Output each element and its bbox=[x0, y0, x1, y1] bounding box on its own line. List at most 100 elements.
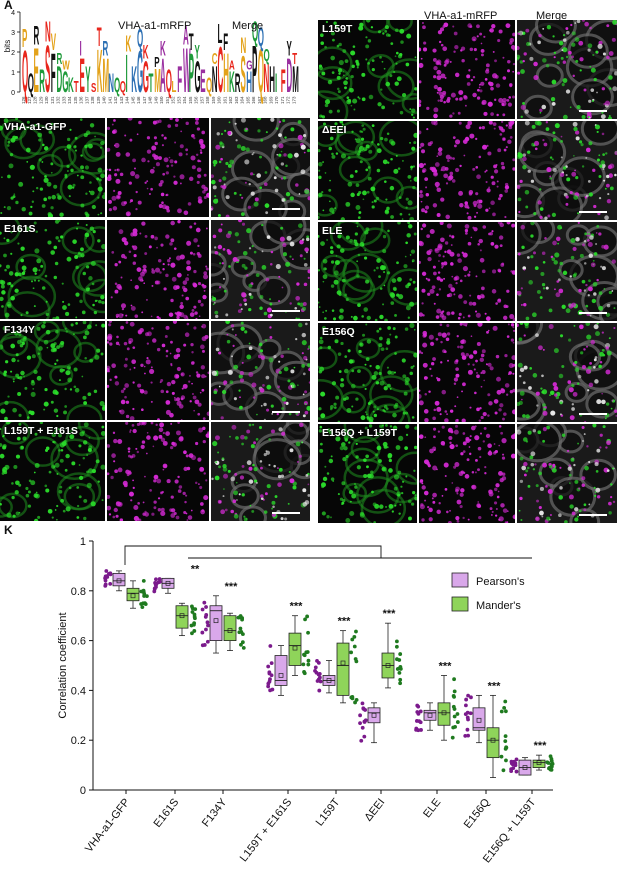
manders-box bbox=[486, 694, 509, 778]
data-point bbox=[354, 659, 359, 664]
scale-bar bbox=[272, 411, 300, 413]
data-point bbox=[268, 688, 273, 693]
data-point bbox=[306, 662, 311, 667]
svg-text:173: 173 bbox=[291, 96, 296, 104]
svg-text:141: 141 bbox=[107, 96, 112, 104]
svg-text:142: 142 bbox=[113, 96, 118, 104]
data-point bbox=[548, 754, 553, 759]
svg-text:C: C bbox=[218, 33, 224, 106]
svg-text:A: A bbox=[183, 21, 189, 51]
data-point bbox=[267, 671, 272, 676]
gfp-tile: E161S bbox=[0, 220, 105, 319]
legend-label: Pearson's bbox=[476, 576, 525, 588]
svg-text:128: 128 bbox=[33, 96, 38, 104]
data-point bbox=[153, 582, 158, 587]
rfp-tile bbox=[419, 323, 515, 422]
scale-bar bbox=[579, 413, 607, 415]
svg-text:K: K bbox=[143, 43, 149, 64]
svg-text:Q: Q bbox=[137, 26, 143, 54]
manders-box bbox=[126, 578, 149, 610]
data-point bbox=[267, 670, 272, 675]
data-point bbox=[354, 697, 359, 702]
x-tick-label: ELE bbox=[421, 796, 443, 820]
comparison-bracket bbox=[124, 545, 382, 565]
manders-box bbox=[288, 614, 311, 676]
significance-marker: ** bbox=[191, 563, 200, 575]
svg-text:H: H bbox=[269, 59, 275, 100]
svg-text:Q: Q bbox=[28, 69, 34, 99]
data-point bbox=[302, 670, 306, 674]
svg-text:159: 159 bbox=[211, 96, 216, 104]
gfp-tile: F134Y bbox=[0, 321, 105, 420]
data-point bbox=[304, 650, 309, 655]
svg-text:4: 4 bbox=[11, 10, 15, 17]
significance-marker: *** bbox=[290, 601, 304, 613]
data-point bbox=[358, 721, 362, 726]
data-point bbox=[313, 668, 317, 673]
data-point bbox=[316, 672, 321, 677]
svg-text:Q: Q bbox=[22, 39, 28, 106]
svg-text:Y: Y bbox=[287, 38, 293, 60]
data-point bbox=[363, 718, 368, 723]
svg-text:Q: Q bbox=[114, 73, 120, 97]
data-point bbox=[503, 734, 508, 739]
data-point bbox=[193, 607, 198, 611]
data-point bbox=[514, 757, 519, 762]
svg-text:G: G bbox=[246, 59, 252, 73]
svg-text:Y: Y bbox=[195, 43, 200, 64]
svg-text:F: F bbox=[281, 63, 286, 99]
data-point bbox=[238, 614, 243, 618]
right-column-title-merge: Merge bbox=[536, 10, 568, 22]
data-point bbox=[191, 622, 196, 627]
data-point bbox=[362, 734, 367, 739]
data-point bbox=[141, 578, 146, 583]
data-point bbox=[549, 764, 554, 769]
data-point bbox=[104, 574, 109, 579]
data-point bbox=[550, 761, 555, 766]
significance-marker: *** bbox=[488, 680, 502, 692]
significance-marker: *** bbox=[534, 740, 548, 752]
data-point bbox=[512, 761, 517, 766]
svg-text:D: D bbox=[57, 59, 63, 100]
data-point bbox=[361, 706, 366, 711]
data-point bbox=[549, 767, 554, 772]
data-point bbox=[499, 754, 504, 759]
data-point bbox=[154, 582, 159, 587]
data-point bbox=[158, 579, 162, 584]
data-point bbox=[107, 571, 111, 576]
data-point bbox=[349, 650, 354, 655]
data-point bbox=[509, 769, 514, 774]
svg-text:G: G bbox=[137, 39, 143, 106]
svg-text:E: E bbox=[200, 63, 205, 99]
data-point bbox=[141, 601, 146, 606]
data-point bbox=[200, 630, 205, 635]
data-point bbox=[266, 684, 271, 689]
pearson-box bbox=[358, 701, 381, 744]
data-point bbox=[302, 671, 307, 676]
data-point bbox=[268, 644, 273, 648]
data-point bbox=[504, 745, 509, 750]
svg-text:Q: Q bbox=[252, 17, 258, 48]
svg-text:N: N bbox=[108, 69, 114, 99]
rfp-tile bbox=[107, 422, 209, 521]
panel-label-k: K bbox=[4, 523, 13, 537]
data-point bbox=[103, 578, 108, 583]
svg-text:170: 170 bbox=[274, 96, 279, 104]
tile-label: L159T + E161S bbox=[4, 425, 78, 437]
data-point bbox=[358, 713, 362, 718]
manders-box bbox=[532, 754, 555, 772]
svg-text:E: E bbox=[80, 50, 85, 103]
svg-text:153: 153 bbox=[176, 96, 181, 104]
svg-text:145: 145 bbox=[130, 96, 135, 104]
svg-text:148: 148 bbox=[148, 96, 153, 104]
gfp-tile: E156Q + L159T bbox=[318, 424, 417, 523]
scale-bar bbox=[272, 512, 300, 514]
tile-label: E156Q + L159T bbox=[322, 427, 398, 439]
svg-text:G: G bbox=[62, 65, 68, 99]
data-point bbox=[354, 629, 358, 634]
data-point bbox=[465, 715, 470, 720]
data-point bbox=[237, 615, 242, 620]
data-point bbox=[192, 621, 197, 626]
data-point bbox=[453, 724, 457, 729]
